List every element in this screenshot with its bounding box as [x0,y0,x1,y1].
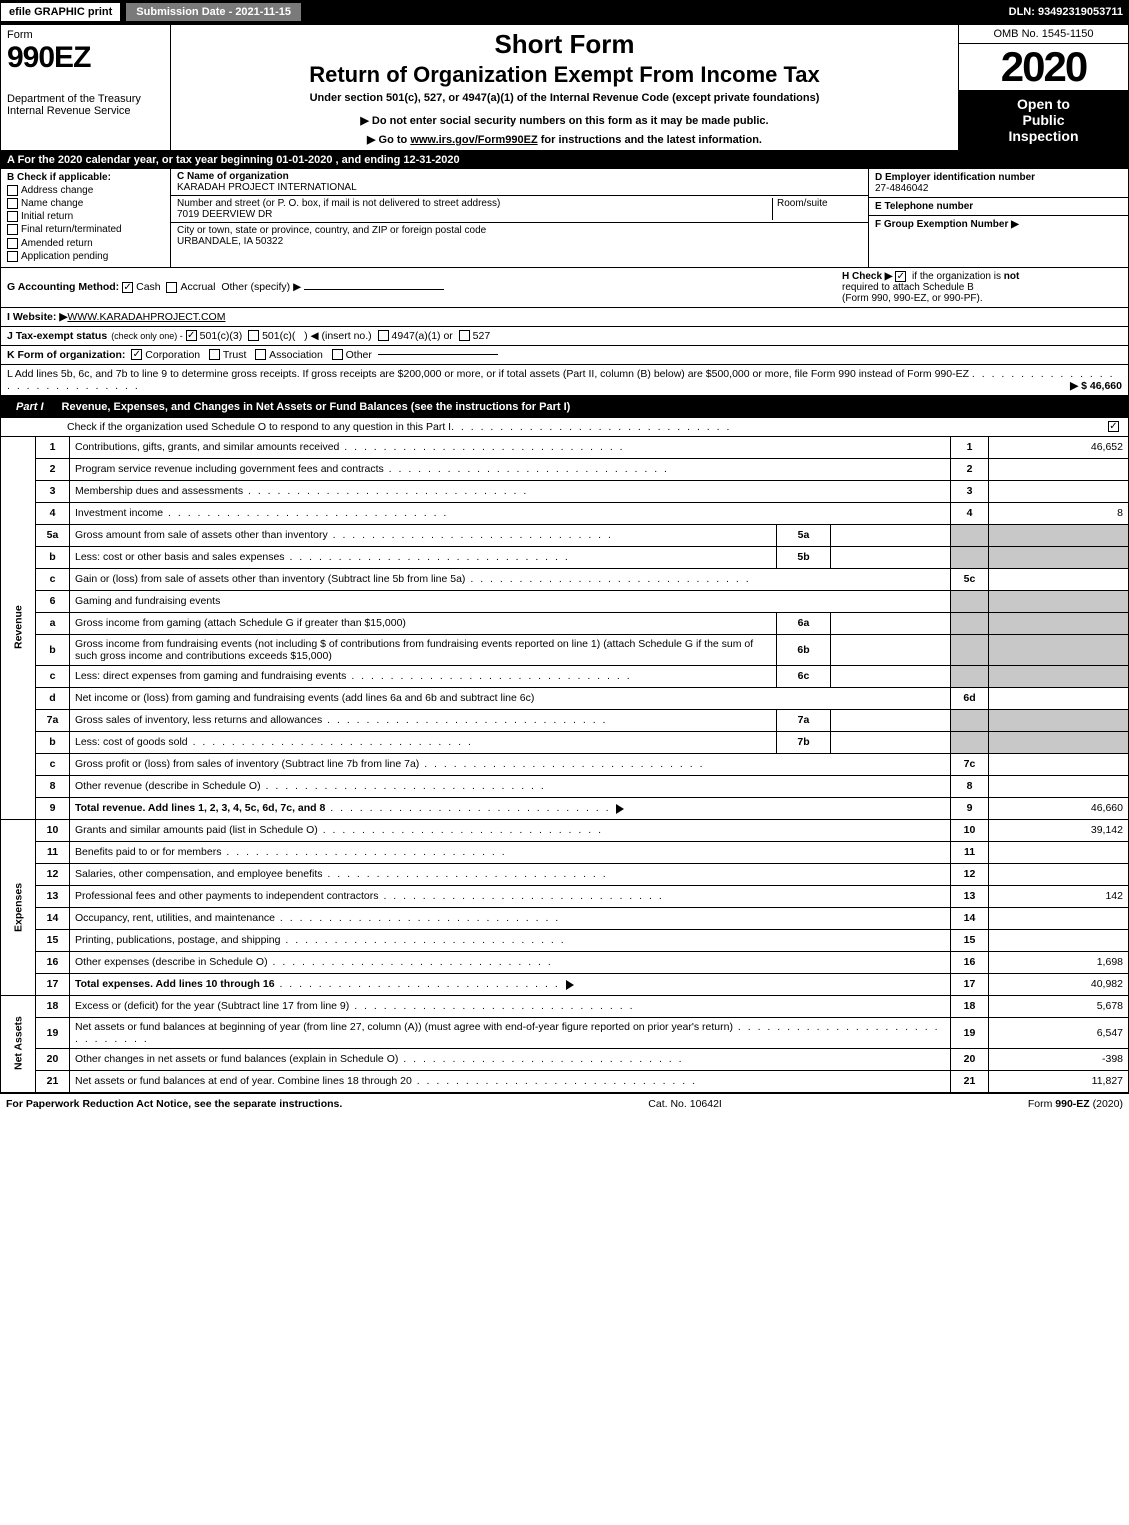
city-label: City or town, state or province, country… [177,225,486,236]
header-right: OMB No. 1545-1150 2020 Open to Public In… [958,25,1128,150]
row-g-h: G Accounting Method: ✓Cash Accrual Other… [0,268,1129,308]
chk-h[interactable]: ✓ [895,271,906,282]
chk-trust[interactable] [209,349,220,360]
irs-link[interactable]: www.irs.gov/Form990EZ [410,134,537,146]
g-label: G Accounting Method: [7,281,119,293]
arrow-icon [566,980,574,990]
chk-name-change[interactable] [7,198,18,209]
open-inspection: Open to Public Inspection [959,90,1128,150]
row-j: J Tax-exempt status (check only one) - ✓… [0,327,1129,346]
line-1-amt: 46,652 [989,436,1129,458]
boxes-d-e-f: D Employer identification number 27-4846… [868,169,1128,267]
part-1-label: Part I [6,399,54,415]
chk-final-return[interactable] [7,224,18,235]
chk-amended[interactable] [7,238,18,249]
line-13-amt: 142 [989,885,1129,907]
l-amount: ▶ $ 46,660 [1070,380,1122,392]
room-suite-label: Room/suite [772,198,862,220]
org-name: KARADAH PROJECT INTERNATIONAL [177,182,357,193]
line-9-amt: 46,660 [989,797,1129,819]
goto-post: for instructions and the latest informat… [538,134,762,146]
row-k: K Form of organization: ✓Corporation Tru… [0,346,1129,365]
chk-app-pending[interactable] [7,251,18,262]
top-bar: efile GRAPHIC print Submission Date - 20… [0,0,1129,24]
line-16-amt: 1,698 [989,951,1129,973]
part-1-title: Revenue, Expenses, and Changes in Net As… [62,401,571,413]
line-21-amt: 11,827 [989,1070,1129,1092]
header-left: Form 990EZ Department of the Treasury In… [1,25,171,150]
revenue-side: Revenue [1,436,36,819]
l-text: L Add lines 5b, 6c, and 7b to line 9 to … [7,368,969,380]
box-b-title: B Check if applicable: [7,172,164,183]
paperwork-notice: For Paperwork Reduction Act Notice, see … [6,1098,342,1110]
expenses-side: Expenses [1,819,36,995]
chk-corp[interactable]: ✓ [131,349,142,360]
g-other: Other (specify) ▶ [221,281,301,293]
omb-number: OMB No. 1545-1150 [959,25,1128,44]
chk-4947[interactable] [378,330,389,341]
under-section: Under section 501(c), 527, or 4947(a)(1)… [179,92,950,104]
line-4-amt: 8 [989,502,1129,524]
part-1-header: Part I Revenue, Expenses, and Changes in… [0,396,1129,418]
return-title: Return of Organization Exempt From Incom… [179,62,950,88]
ein: 27-4846042 [875,183,928,194]
tax-year: 2020 [959,44,1128,90]
line-20-amt: -398 [989,1048,1129,1070]
chk-527[interactable] [459,330,470,341]
box-c: C Name of organization KARADAH PROJECT I… [171,169,868,267]
submission-date: Submission Date - 2021-11-15 [125,2,302,22]
period-line-a: A For the 2020 calendar year, or tax yea… [0,151,1129,169]
d-label: D Employer identification number [875,172,1035,183]
city-state-zip: URBANDALE, IA 50322 [177,236,283,247]
header-middle: Short Form Return of Organization Exempt… [171,25,958,150]
goto-line: ▶ Go to www.irs.gov/Form990EZ for instru… [179,133,950,146]
efile-print-button[interactable]: efile GRAPHIC print [0,2,121,22]
chk-501c[interactable] [248,330,259,341]
part-1-check: Check if the organization used Schedule … [0,418,1129,436]
line-18-amt: 5,678 [989,995,1129,1017]
row-h: H Check ▶ ✓ if the organization is not r… [832,271,1122,304]
chk-cash[interactable]: ✓ [122,282,133,293]
e-label: E Telephone number [875,201,973,212]
street-address: 7019 DEERVIEW DR [177,209,272,220]
line-10-amt: 39,142 [989,819,1129,841]
i-label: I Website: ▶ [7,311,67,323]
ssn-warning: ▶ Do not enter social security numbers o… [179,114,950,127]
goto-pre: ▶ Go to [367,134,410,146]
short-form-title: Short Form [179,29,950,60]
c-label: C Name of organization [177,171,289,182]
row-i: I Website: ▶ WWW.KARADAHPROJECT.COM [0,308,1129,327]
addr-label: Number and street (or P. O. box, if mail… [177,198,500,209]
website-link[interactable]: WWW.KARADAHPROJECT.COM [67,311,225,323]
chk-schedule-o[interactable]: ✓ [1108,421,1119,432]
line-19-amt: 6,547 [989,1017,1129,1048]
form-number: 990EZ [7,41,164,75]
box-b: B Check if applicable: Address change Na… [1,169,171,267]
dept-treasury: Department of the Treasury [7,93,164,105]
line-17-amt: 40,982 [989,973,1129,995]
page-footer: For Paperwork Reduction Act Notice, see … [0,1093,1129,1114]
chk-501c3[interactable]: ✓ [186,330,197,341]
part-1-table: Revenue 1Contributions, gifts, grants, a… [0,436,1129,1093]
row-l: L Add lines 5b, 6c, and 7b to line 9 to … [0,365,1129,396]
f-label: F Group Exemption Number ▶ [875,219,1019,230]
block-b-c-d-e-f: B Check if applicable: Address change Na… [0,169,1129,268]
irs-label: Internal Revenue Service [7,105,164,117]
chk-accrual[interactable] [166,282,177,293]
form-word: Form [7,29,164,41]
chk-initial-return[interactable] [7,211,18,222]
netassets-side: Net Assets [1,995,36,1092]
form-ref: Form 990-EZ (2020) [1028,1098,1123,1110]
form-header: Form 990EZ Department of the Treasury In… [0,24,1129,151]
chk-address-change[interactable] [7,185,18,196]
chk-other-org[interactable] [332,349,343,360]
arrow-icon [616,804,624,814]
dln: DLN: 93492319053711 [1009,6,1129,18]
chk-assoc[interactable] [255,349,266,360]
cat-no: Cat. No. 10642I [648,1098,722,1110]
